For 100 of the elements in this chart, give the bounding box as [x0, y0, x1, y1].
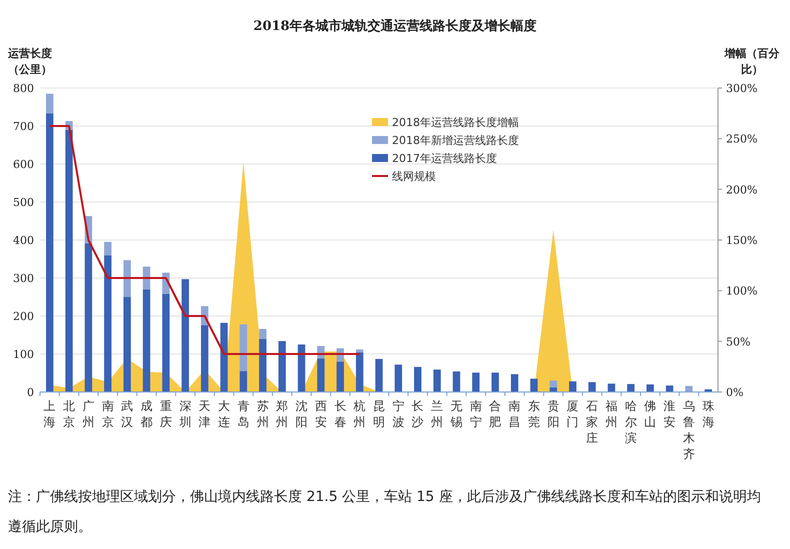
x-tick-label: 上海	[44, 399, 56, 429]
y-tick-label: 300	[13, 272, 34, 285]
bar	[162, 294, 170, 392]
text: 注：广佛线按地理区域划分，佛山境内线路长度 21.5 公里，车站 15 座，此后涉及广佛线线路长度和车站的图示和说明均遵循此原则。	[8, 488, 762, 537]
legend-label: 2018年新增运营线路长度	[392, 134, 519, 147]
x-tick-label: 南宁	[470, 399, 482, 429]
x-tick-label: 南昌	[508, 399, 521, 429]
y-tick-label: 0	[27, 386, 34, 399]
y2-axis-title: 增幅（百分比）	[723, 46, 780, 78]
bar	[433, 370, 441, 392]
bar	[608, 384, 616, 392]
bar	[65, 130, 73, 392]
legend-label: 2017年运营线路长度	[392, 152, 497, 165]
x-tick-label: 沈阳	[296, 399, 308, 429]
x-tick-label: 兰州	[431, 399, 444, 429]
bar	[666, 386, 674, 392]
bar	[356, 349, 364, 352]
legend-label: 2018年运营线路长度增幅	[392, 116, 519, 129]
x-tick-label: 北京	[63, 399, 76, 429]
x-tick-label: 昆明	[373, 399, 385, 429]
x-tick-label: 厦门	[566, 399, 579, 429]
x-tick-label: 乌鲁木齐	[682, 399, 695, 461]
x-tick-label: 重庆	[160, 399, 172, 429]
bar	[356, 352, 364, 392]
bar	[220, 322, 228, 392]
x-tick-label: 杭州	[352, 399, 366, 429]
bar	[46, 94, 54, 114]
bar	[569, 381, 576, 392]
x-tick-label: 郑州	[276, 399, 288, 429]
bar	[375, 358, 383, 392]
x-tick-label: 武汉	[121, 399, 134, 429]
bar	[492, 372, 499, 392]
bar	[414, 366, 422, 392]
bar	[240, 324, 248, 372]
line-series	[48, 125, 361, 355]
bar	[452, 371, 460, 392]
y-tick-label: 100	[13, 348, 34, 361]
bar	[200, 325, 208, 392]
bar	[472, 372, 480, 392]
y-tick-label: 500	[13, 196, 34, 209]
y-tick-label: 700	[13, 120, 34, 133]
bar	[530, 378, 538, 392]
x-tick-label: 佛山	[644, 399, 656, 429]
bar	[298, 344, 306, 392]
bar	[550, 380, 558, 388]
bar	[104, 242, 112, 256]
legend-label: 线网规模	[392, 170, 436, 183]
x-tick-label: 南京	[102, 399, 114, 429]
x-tick-label: 淮安	[664, 399, 676, 429]
bar	[123, 260, 131, 297]
y-tick-label: 800	[13, 82, 34, 95]
bar	[259, 328, 266, 339]
x-tick-label: 西安	[314, 399, 327, 429]
x-tick-label: 宁波	[392, 399, 404, 429]
x-tick-label: 深圳	[178, 399, 192, 429]
bar	[46, 113, 54, 392]
bar	[182, 279, 189, 392]
y-axis-title: 运营长度（公里）	[7, 46, 53, 78]
x-tick-label: 大连	[218, 399, 230, 429]
x-tick-label: 石家庄	[586, 399, 598, 445]
x-tick-label: 合肥	[489, 399, 502, 429]
bar	[550, 387, 558, 392]
bar	[123, 297, 131, 392]
x-tick-label: 哈尔滨	[624, 399, 637, 445]
bar	[84, 243, 92, 392]
x-tick-label: 广州	[82, 399, 94, 429]
x-tick-label: 天津	[198, 399, 211, 429]
y-tick-label: 200	[13, 310, 34, 323]
x-tick-label: 苏州	[256, 399, 269, 429]
x-tick-label: 长沙	[412, 399, 424, 429]
bar	[240, 371, 248, 392]
y2-tick-label: 150%	[726, 234, 758, 247]
bar	[259, 338, 266, 392]
bar	[317, 358, 325, 392]
bar	[588, 382, 596, 392]
y2-tick-label: 0%	[726, 386, 744, 399]
bar	[510, 374, 518, 392]
x-tick-label: 青岛	[237, 399, 250, 429]
chart-title: 2018年各城市城轨交通运营线路长度及增长幅度	[253, 18, 537, 34]
y2-tick-label: 100%	[726, 284, 758, 298]
x-tick-label: 福州	[605, 399, 618, 429]
bar	[336, 362, 344, 392]
bar	[104, 255, 112, 392]
x-tick-label: 长春	[334, 399, 346, 429]
x-tick-label: 珠海	[702, 399, 714, 429]
x-tick-label: 贵阳	[547, 399, 560, 429]
y2-tick-label: 200%	[726, 183, 758, 196]
y2-tick-label: 250%	[726, 132, 758, 146]
y2-tick-label: 50%	[726, 335, 750, 348]
y2-tick-label: 300%	[726, 82, 758, 95]
bar	[278, 341, 286, 392]
x-tick-label: 东莞	[528, 399, 540, 429]
y-tick-label: 400	[13, 234, 34, 247]
bar	[646, 384, 654, 392]
x-tick-label: 无锡	[449, 399, 462, 429]
bar	[142, 289, 150, 392]
y-tick-label: 600	[13, 158, 34, 171]
bar	[394, 364, 402, 392]
bar	[627, 384, 635, 392]
x-tick-label: 成都	[140, 399, 153, 429]
